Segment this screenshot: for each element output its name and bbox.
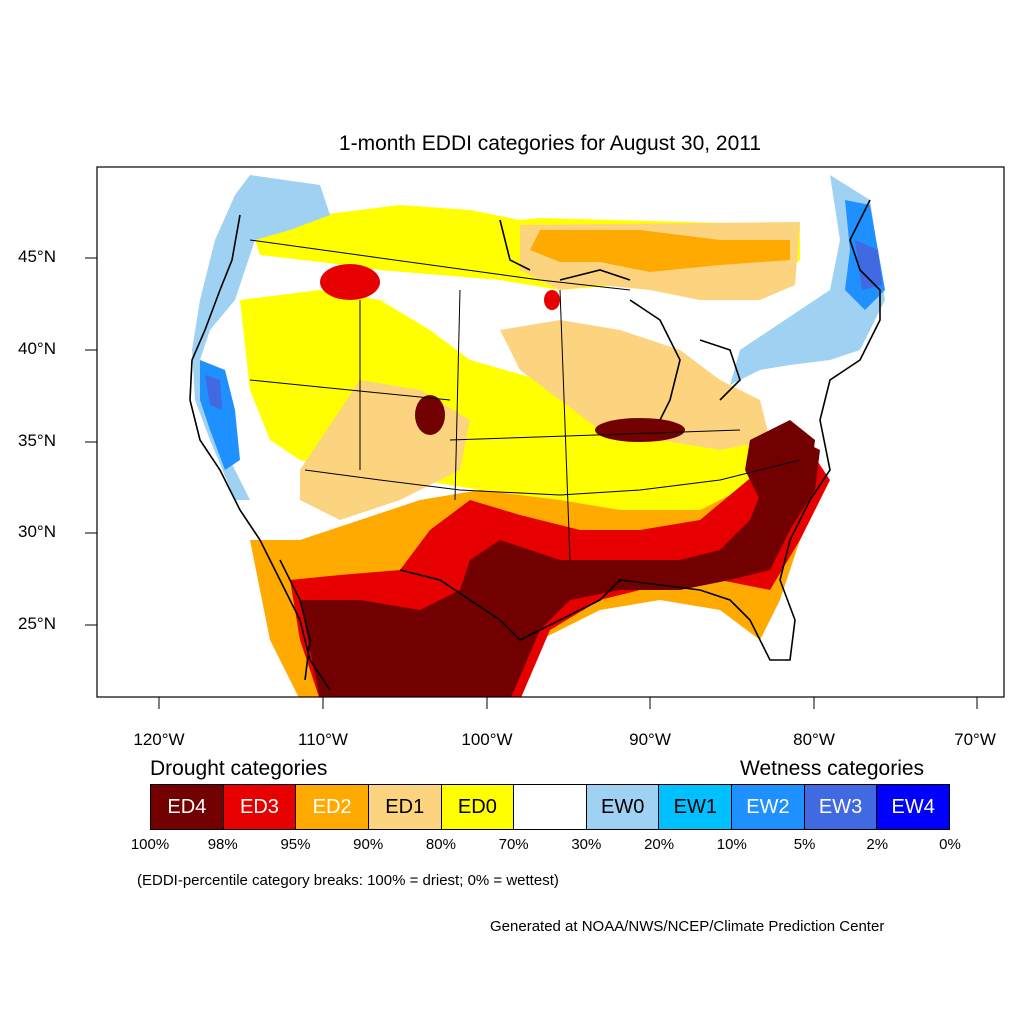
- percentile-label: 100%: [130, 836, 170, 853]
- map-frame: [96, 166, 1005, 698]
- category-note: (EDDI-percentile category breaks: 100% =…: [137, 872, 559, 889]
- percentile-label: 90%: [353, 836, 384, 853]
- legend-box-ed0: ED0: [441, 785, 515, 829]
- legend-box-ew2: EW2: [732, 785, 805, 829]
- lon-label-120: 120°W: [133, 730, 185, 749]
- south-ed4-core: [300, 440, 820, 697]
- percentile-label: 0%: [939, 836, 961, 853]
- canada-ed2-region: [530, 230, 790, 272]
- percentile-label: 5%: [793, 836, 816, 853]
- california-ew3: [205, 375, 222, 410]
- midwest-ed1: [500, 320, 770, 450]
- percentile-label: 70%: [498, 836, 529, 853]
- drought-heading: Drought categories: [150, 757, 328, 780]
- percentile-label: 80%: [425, 836, 456, 853]
- percentile-label: 30%: [571, 836, 602, 853]
- percentile-label: 95%: [280, 836, 311, 853]
- lon-label-110: 110°W: [298, 730, 348, 749]
- legend-box-ew1: EW1: [659, 785, 733, 829]
- minnesota-ed3-spot: [544, 290, 560, 310]
- lat-label-30: 30°N: [18, 522, 56, 541]
- coastlines: [189, 199, 881, 691]
- northeast-wet-region: [730, 175, 885, 385]
- lat-label-25: 25°N: [18, 614, 56, 633]
- northeast-ew3: [855, 240, 882, 290]
- percentile-label: 98%: [207, 836, 238, 853]
- longitude-ticks: [158, 697, 978, 709]
- montana-ed3-spot: [320, 264, 380, 300]
- lat-label-40: 40°N: [18, 339, 56, 358]
- state-borders: [249, 239, 801, 561]
- illinois-ed4-spot: [595, 418, 685, 442]
- west-coast-wet-region: [192, 175, 330, 500]
- legend-bar: ED4 ED3 ED2 ED1 ED0 EW0 EW1 EW2 EW3 EW4: [150, 784, 950, 830]
- percentile-label: 2%: [866, 836, 889, 853]
- lon-label-80: 80°W: [793, 730, 835, 749]
- map-content: [190, 175, 885, 697]
- legend-box-ew3: EW3: [804, 785, 878, 829]
- legend-box-ed3: ED3: [223, 785, 297, 829]
- wetness-heading: Wetness categories: [740, 757, 925, 780]
- legend-box-ed4: ED4: [151, 785, 224, 829]
- legend-box-ew0: EW0: [586, 785, 660, 829]
- legend-box-ew4: EW4: [877, 785, 950, 829]
- lon-label-90: 90°W: [629, 730, 671, 749]
- generated-footer: Generated at NOAA/NWS/NCEP/Climate Predi…: [490, 918, 885, 935]
- lat-label-45: 45°N: [18, 247, 56, 266]
- legend-box-normal: [514, 785, 587, 829]
- map-title: 1-month EDDI categories for August 30, 2…: [338, 132, 762, 155]
- percentile-label: 20%: [644, 836, 675, 853]
- lon-label-70: 70°W: [954, 730, 996, 749]
- percentile-label: 10%: [716, 836, 747, 853]
- legend-box-ed1: ED1: [368, 785, 442, 829]
- colorado-ed4-spot: [415, 395, 445, 435]
- lon-label-100: 100°W: [461, 730, 513, 749]
- latitude-ticks: [85, 257, 97, 626]
- legend-box-ed2: ED2: [296, 785, 369, 829]
- lat-label-35: 35°N: [18, 431, 56, 450]
